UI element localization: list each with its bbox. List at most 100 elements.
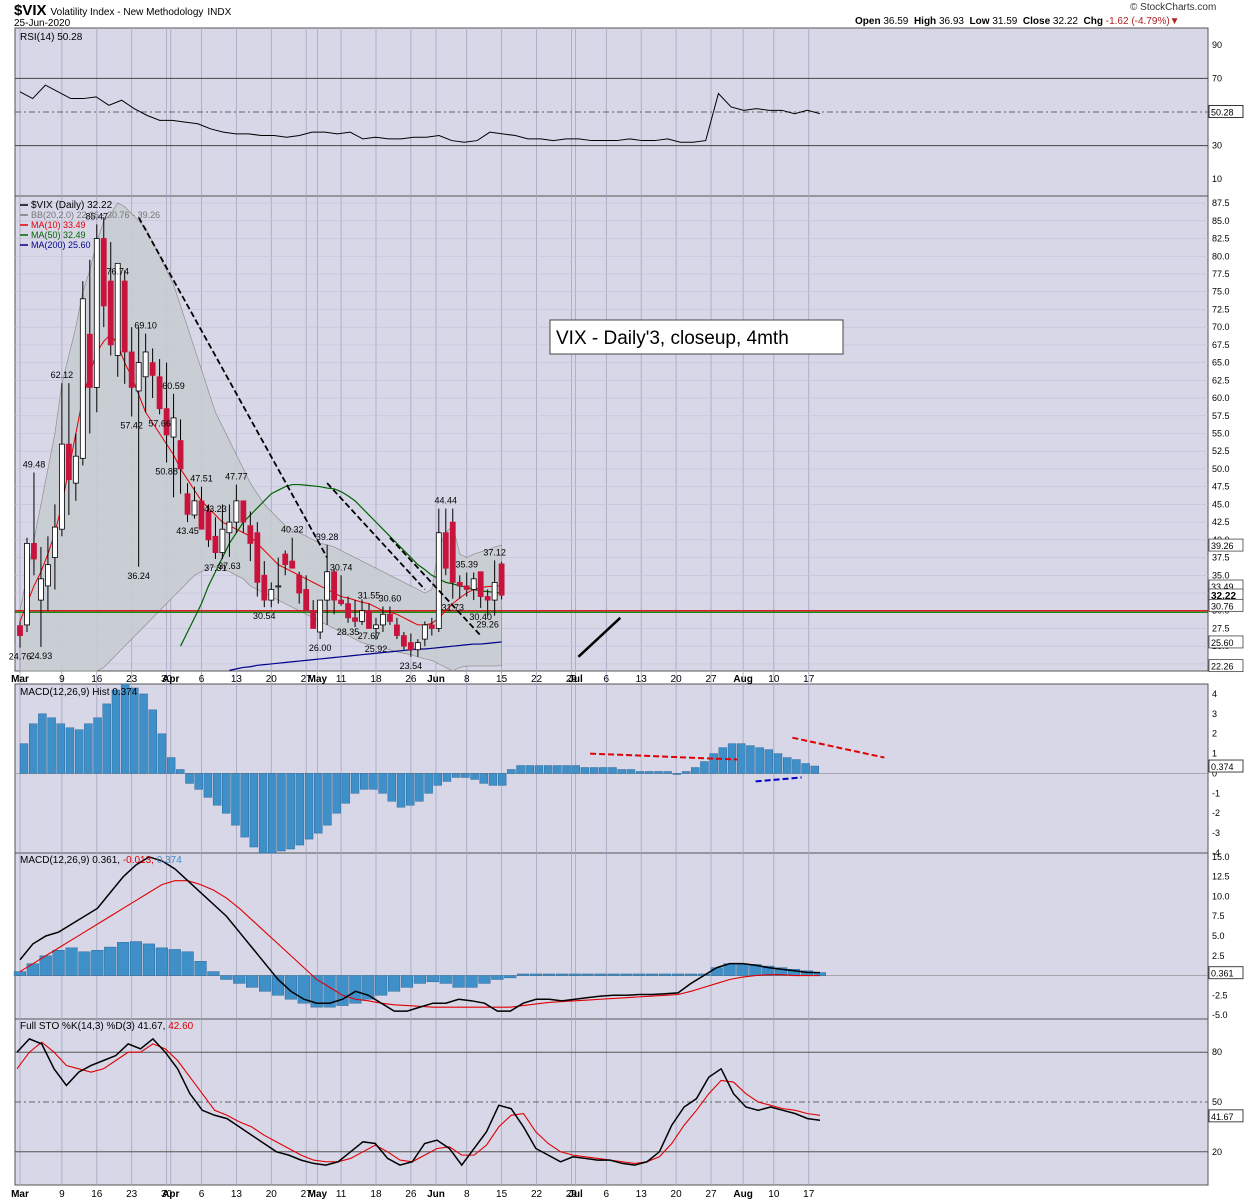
macd-hist-bar <box>525 765 534 774</box>
x-tick-label-bottom: Mar <box>11 1189 29 1200</box>
x-tick-label-bottom: 22 <box>531 1189 543 1200</box>
candle-body <box>449 521 456 583</box>
price-value-label: 22.26 <box>1211 662 1234 672</box>
price-value-box <box>1208 598 1244 612</box>
macd-panel-hist-bar <box>671 973 685 976</box>
macdh-legend: MACD(12,26,9) Hist 0.374 <box>20 687 138 698</box>
divergence-line <box>755 776 802 783</box>
brand-watermark: © StockCharts.com <box>1130 2 1217 13</box>
candle-body <box>198 500 205 530</box>
candle-body <box>282 553 289 566</box>
candle-body <box>114 262 121 356</box>
macd-line <box>19 856 821 1012</box>
candle-body <box>240 500 247 523</box>
x-tick-label-bottom: 20 <box>266 1189 278 1200</box>
x-tick-label: Jun <box>427 674 445 685</box>
price-value-box <box>1208 538 1244 552</box>
macd-panel-hist-bar <box>413 975 426 984</box>
chart-title-box <box>549 319 844 355</box>
macd-panel-hist-bar <box>633 973 646 976</box>
price-tick-label: 65.0 <box>1212 358 1230 368</box>
rsi-tick-label: 30 <box>1212 141 1222 151</box>
bollinger-band <box>19 202 502 672</box>
price-legend-entry: MA(200) 25.60 <box>31 240 91 250</box>
price-tick-label: 70.0 <box>1212 322 1230 332</box>
macd-value-box <box>1208 966 1244 980</box>
price-tick-label: 55.0 <box>1212 429 1230 439</box>
macd-hist-bar <box>543 765 553 774</box>
symbol-name: Volatility Index - New Methodology <box>50 7 204 18</box>
open-label: Open <box>855 16 881 27</box>
macd-hist-bar <box>350 773 360 794</box>
price-value-label: 33.49 <box>1211 582 1234 592</box>
candle-body <box>352 617 358 622</box>
macd-hist-bar <box>580 767 590 774</box>
candle-body <box>65 443 72 480</box>
macd-signal-line <box>19 880 821 1008</box>
sto-tick-label: 80 <box>1212 1047 1222 1057</box>
macd-hist-bar <box>553 765 562 774</box>
macdh-tick-label: -4 <box>1212 848 1220 858</box>
macd-panel-hist-bar <box>310 975 323 1008</box>
macd-hist-bar <box>709 753 718 774</box>
candle-body <box>296 574 303 594</box>
candle-body <box>177 440 184 470</box>
price-tick-label: 85.0 <box>1212 216 1230 226</box>
price-legend-entry: MA(50) 32.49 <box>31 230 86 240</box>
macd-panel-hist-bar <box>400 975 414 988</box>
candle-body <box>442 532 449 569</box>
candle-body <box>345 603 351 619</box>
price-tick-label: 35.0 <box>1212 570 1230 580</box>
x-tick-label-bottom: 8 <box>464 1189 470 1200</box>
x-tick-label: 13 <box>231 674 243 685</box>
x-tick-label: May <box>308 674 328 685</box>
price-tick-label: 72.5 <box>1212 304 1230 314</box>
macd-hist-bar <box>130 687 139 774</box>
price-value-label: 39.26 <box>1211 541 1234 551</box>
price-annotation: 30.60 <box>379 593 402 603</box>
high-value: 36.93 <box>938 16 964 27</box>
x-tick-label-bottom: 13 <box>231 1189 243 1200</box>
chart-title-text: VIX - Daily'3, closeup, 4mth <box>556 328 789 349</box>
macd-hist-bar <box>102 703 111 774</box>
macd-panel-hist-bar <box>504 975 517 979</box>
candle-body <box>268 589 275 601</box>
rsi-tick-label: 10 <box>1212 174 1222 184</box>
candle-body <box>338 599 344 605</box>
chg-value: -1.62 (-4.79%)▼ <box>1105 16 1180 27</box>
macd-legend-name: MACD(12,26,9) 0.361, <box>20 855 123 866</box>
macd-legend-hist: 0.374 <box>157 855 182 866</box>
macd-panel-hist-bar <box>607 973 620 976</box>
macd-panel-hist-bar <box>620 973 633 976</box>
macd-hist-bar <box>534 765 544 774</box>
x-tick-label: 18 <box>370 674 382 685</box>
x-tick-label-bottom: 23 <box>126 1189 138 1200</box>
price-tick-label: 52.5 <box>1212 446 1230 456</box>
trend-line <box>577 616 622 658</box>
x-tick-label: 9 <box>59 674 65 685</box>
macd-hist-bar <box>488 773 498 786</box>
macd-panel-hist-bar <box>220 975 233 980</box>
macd-panel-hist-bar <box>491 975 504 980</box>
macd-hist-bar <box>617 769 626 774</box>
sto-value-label: 41.67 <box>1211 1112 1234 1122</box>
rsi-tick-label: 90 <box>1212 40 1222 50</box>
macd-hist-bar <box>47 717 56 774</box>
x-tick-label: 27 <box>705 674 717 685</box>
candle-body <box>373 624 379 629</box>
x-tick-label: 10 <box>768 674 780 685</box>
macd-hist-bar <box>185 773 194 784</box>
exchange: INDX <box>207 7 232 18</box>
macd-tick-label: 5.0 <box>1212 931 1225 941</box>
macd-hist-bar <box>737 743 746 774</box>
price-value-label: 25.60 <box>1211 638 1234 648</box>
macd-hist-bar <box>240 773 249 838</box>
macd-hist-bar <box>249 773 259 848</box>
price-value-box <box>1208 635 1244 649</box>
candle-body <box>93 238 100 388</box>
price-tick-label: 47.5 <box>1212 482 1230 492</box>
macd-panel-hist-bar <box>529 973 543 976</box>
x-tick-label: 30 <box>161 674 173 685</box>
macd-hist-bar <box>645 771 654 774</box>
macd-hist-bar <box>507 769 516 774</box>
